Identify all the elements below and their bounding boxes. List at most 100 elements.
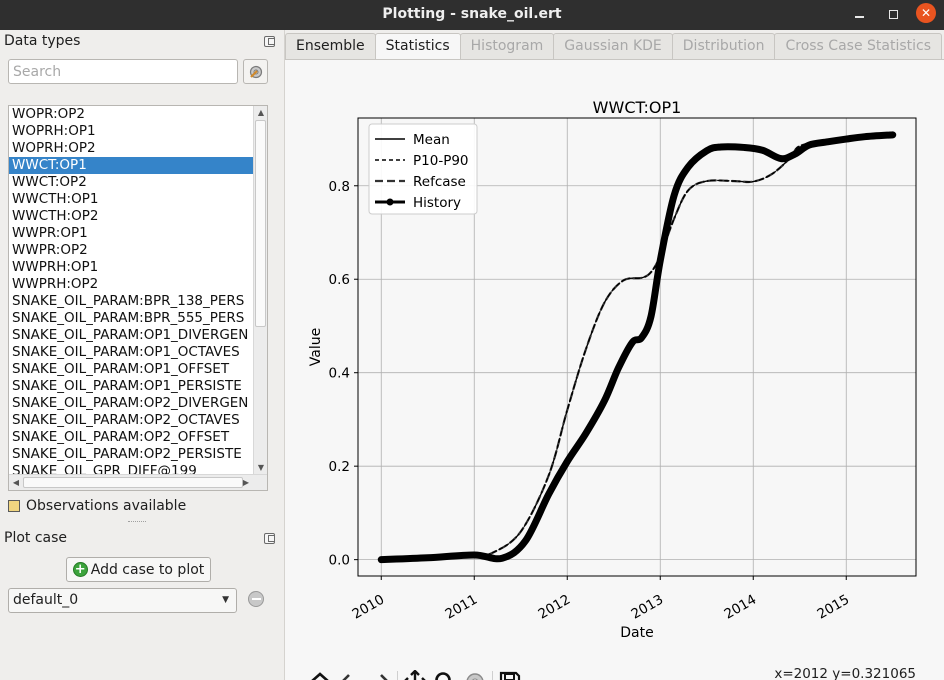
- close-button[interactable]: ✕: [916, 3, 936, 23]
- add-case-label: Add case to plot: [90, 561, 205, 578]
- case-select[interactable]: default_0 ▼: [8, 588, 237, 613]
- horizontal-scrollbar[interactable]: ◀ ▶: [9, 474, 267, 490]
- data-type-list: WOPR:OP2 WOPRH:OP1 WOPRH:OP2 WWCT:OP1 WWCT:O…: [8, 105, 268, 491]
- cursor-coordinates: x=2012 y=0.321065: [774, 666, 916, 680]
- left-dock: Data types WOPR:OP2WOPRH:OP1WOPRH:OP2WWC…: [0, 30, 283, 680]
- tab-cross-case-statistics: Cross Case Statistics: [774, 33, 943, 59]
- zoom-button[interactable]: [430, 668, 460, 680]
- configure-icon: [249, 65, 262, 78]
- data-type-item[interactable]: SNAKE_OIL_PARAM:OP1_OCTAVES: [12, 344, 240, 360]
- data-type-item[interactable]: SNAKE_OIL_PARAM:OP1_PERSISTE: [12, 378, 242, 394]
- dock-float-icon[interactable]: [264, 533, 275, 544]
- x-tick-label: 2013: [628, 592, 666, 623]
- plot-toolbar: [305, 668, 525, 680]
- tab-statistics[interactable]: Statistics: [374, 33, 461, 60]
- tab-gaussian-kde: Gaussian KDE: [553, 33, 673, 59]
- data-type-item[interactable]: SNAKE_OIL_PARAM:OP2_DIVERGEN: [12, 395, 249, 411]
- observations-label: Observations available: [26, 498, 187, 514]
- data-type-item[interactable]: SNAKE_OIL_PARAM:OP1_OFFSET: [12, 361, 230, 377]
- y-tick-label: 0.0: [329, 553, 350, 569]
- data-type-item[interactable]: WWCT:OP1: [9, 157, 254, 174]
- data-type-item[interactable]: WWPRH:OP1: [12, 259, 99, 275]
- forward-arrow-icon: [380, 674, 388, 680]
- series-history-line: [377, 131, 897, 564]
- remove-case-button[interactable]: [248, 591, 264, 607]
- legend-label: Refcase: [413, 174, 466, 190]
- data-type-item[interactable]: WWCT:OP2: [12, 174, 87, 190]
- home-icon: [311, 672, 329, 680]
- data-type-item[interactable]: WWPR:OP1: [12, 225, 88, 241]
- chart-legend: Mean P10-P90 Refcase History: [368, 123, 478, 215]
- observations-swatch: [8, 500, 20, 512]
- legend-box: [368, 123, 478, 215]
- chart-title: WWCT:OP1: [593, 98, 682, 117]
- x-tick-label: 2012: [535, 592, 573, 623]
- forward-button[interactable]: [365, 668, 395, 680]
- toolbar-separator: [492, 671, 493, 680]
- save-icon: [499, 671, 521, 680]
- zoom-icon: [435, 672, 451, 680]
- x-tick-label: 2014: [721, 592, 759, 623]
- vertical-scrollbar[interactable]: ▲ ▼: [253, 106, 267, 475]
- x-axis-label: Date: [620, 625, 653, 641]
- data-type-item[interactable]: WWPR:OP2: [12, 242, 88, 258]
- x-tick-label: 2011: [442, 592, 480, 623]
- data-type-item[interactable]: WOPRH:OP1: [12, 123, 96, 139]
- y-tick-label: 0.4: [329, 366, 350, 382]
- observations-legend: Observations available: [8, 496, 186, 516]
- data-type-item[interactable]: SNAKE_OIL_PARAM:OP2_OFFSET: [12, 429, 230, 445]
- x-tick-label: 2015: [814, 592, 852, 623]
- add-icon: +: [72, 562, 88, 577]
- back-button[interactable]: [335, 668, 365, 680]
- close-icon: ✕: [920, 6, 932, 20]
- back-arrow-icon: [342, 674, 350, 680]
- scroll-down-icon[interactable]: ▼: [257, 463, 265, 472]
- data-type-item[interactable]: WWPRH:OP2: [12, 276, 99, 292]
- y-tick-label: 0.6: [329, 272, 350, 288]
- minimize-button[interactable]: [847, 0, 871, 28]
- data-type-item[interactable]: WWCTH:OP1: [12, 191, 99, 207]
- window-title: Plotting - snake_oil.ert: [382, 6, 562, 22]
- minimize-icon: [854, 16, 864, 18]
- legend-label: P10-P90: [413, 153, 469, 169]
- configure-subplots-button[interactable]: [460, 668, 490, 680]
- maximize-icon: [888, 9, 898, 19]
- save-button[interactable]: [495, 668, 525, 680]
- data-type-item[interactable]: WWCTH:OP2: [12, 208, 99, 224]
- search-options-button[interactable]: [243, 59, 268, 84]
- data-type-item[interactable]: SNAKE_OIL_PARAM:OP2_PERSISTE: [12, 446, 242, 462]
- data-type-item[interactable]: SNAKE_OIL_PARAM:BPR_555_PERS: [12, 310, 245, 326]
- data-type-item[interactable]: WOPR:OP2: [12, 106, 85, 122]
- legend-marker: [386, 198, 394, 206]
- home-button[interactable]: [305, 668, 335, 680]
- plot-type-tabs: Ensemble Statistics Histogram Gaussian KDE D…: [285, 33, 943, 60]
- dock-splitter-handle[interactable]: [128, 521, 146, 525]
- horizontal-scroll-thumb[interactable]: [23, 477, 243, 488]
- legend-label: Mean: [413, 132, 450, 148]
- configure-icon: [466, 673, 484, 680]
- plot-area: Ensemble Statistics Histogram Gaussian KDE D…: [284, 30, 944, 680]
- window-titlebar: Plotting - snake_oil.ert ✕: [0, 0, 944, 30]
- data-types-title: Data types: [4, 33, 81, 49]
- data-type-item[interactable]: WOPRH:OP2: [12, 140, 96, 156]
- maximize-button[interactable]: [881, 0, 905, 28]
- vertical-scroll-thumb[interactable]: [255, 120, 266, 327]
- statistics-chart[interactable]: 2010 2011 2012 2013 2014 2015 0.0 0.2 0.4 0.6 0.8…: [287, 94, 939, 654]
- scroll-up-icon[interactable]: ▲: [257, 108, 265, 117]
- data-type-item[interactable]: SNAKE_OIL_PARAM:BPR_138_PERS: [12, 293, 245, 309]
- tab-histogram: Histogram: [459, 33, 555, 59]
- data-type-item[interactable]: SNAKE_OIL_PARAM:OP1_DIVERGEN: [12, 327, 249, 343]
- data-type-item[interactable]: SNAKE_OIL_PARAM:OP2_OCTAVES: [12, 412, 240, 428]
- tab-distribution: Distribution: [671, 33, 776, 59]
- dock-float-icon[interactable]: [264, 36, 275, 47]
- plot-frame: [357, 117, 917, 577]
- pan-button[interactable]: [400, 668, 430, 680]
- scroll-left-icon[interactable]: ◀: [12, 478, 20, 487]
- add-case-button[interactable]: + Add case to plot: [66, 557, 211, 582]
- pan-icon: [404, 670, 426, 680]
- scroll-right-icon[interactable]: ▶: [242, 478, 250, 487]
- tab-ensemble[interactable]: Ensemble: [285, 33, 376, 59]
- data-type-item[interactable]: SNAKE_OIL_GPR_DIFF@199: [12, 463, 197, 475]
- search-input[interactable]: [8, 59, 238, 84]
- plot-case-title: Plot case: [4, 530, 68, 546]
